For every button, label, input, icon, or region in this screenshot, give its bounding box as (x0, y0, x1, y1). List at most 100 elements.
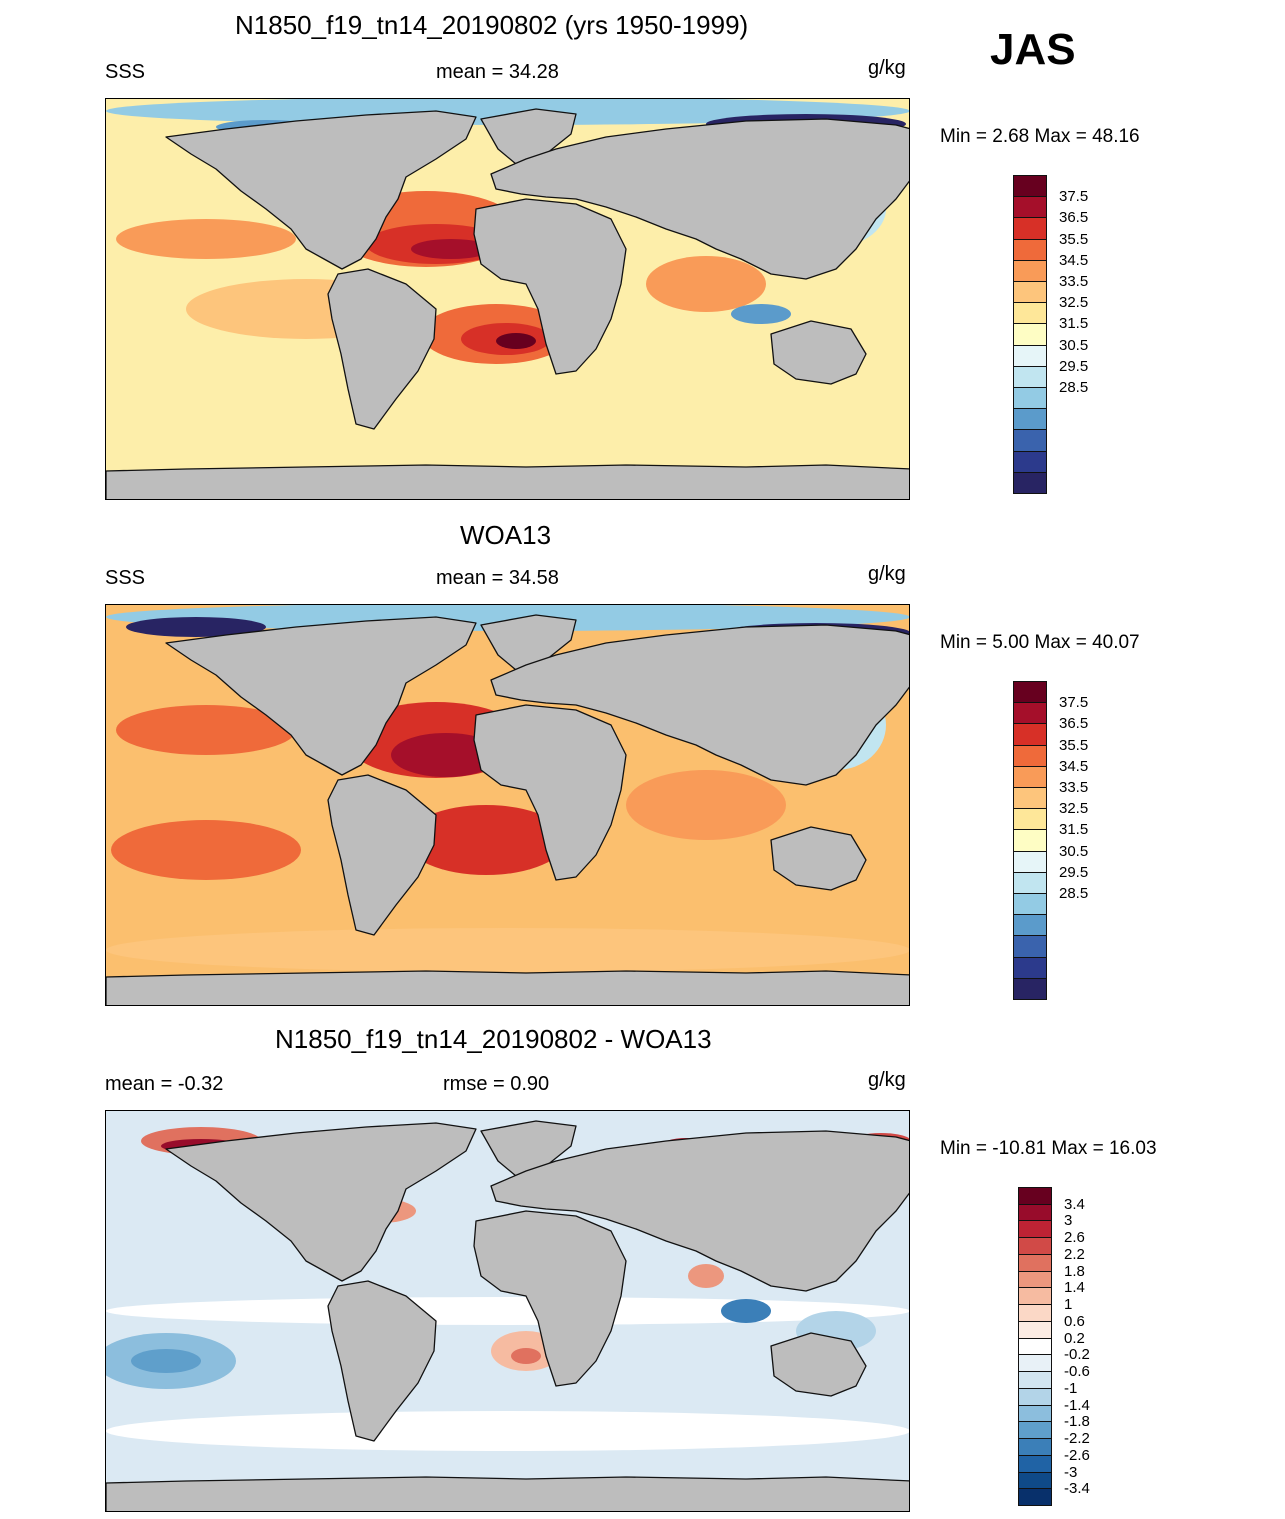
colorbar-label: 29.5 (1059, 863, 1089, 881)
colorbar-label: 1.4 (1064, 1279, 1085, 1297)
colorbar-swatch (1013, 217, 1047, 240)
colorbar-model: 37.5 36.5 35.5 34.5 33.5 32.5 31.5 30.5 29.5 28.5 (1013, 175, 1103, 494)
colorbar-label: 3.4 (1064, 1195, 1085, 1213)
landmass-northAmerica (165, 110, 477, 270)
colorbar-swatch (1013, 238, 1047, 261)
salinity-contour-patch (131, 1349, 201, 1373)
colorbar-swatch (1013, 429, 1047, 452)
landmass-southAmerica (327, 774, 437, 936)
panel-mean-model: mean = 34.28 (436, 61, 559, 83)
colorbar-label: 33.5 (1059, 779, 1089, 796)
colorbar-label: 1.8 (1064, 1262, 1085, 1280)
colorbar-swatch (1013, 935, 1047, 958)
salinity-contour-patch (411, 239, 491, 259)
colorbar-swatch (1018, 1203, 1052, 1222)
colorbar-label: -1.8 (1064, 1413, 1090, 1431)
panel-minmax-obs: Min = 5.00 Max = 40.07 (940, 632, 1140, 653)
landmass-eurasia (490, 118, 909, 280)
colorbar-obs: 37.5 36.5 35.5 34.5 33.5 32.5 31.5 30.5 29.5 28.5 (1013, 681, 1103, 1000)
colorbar-swatch (1013, 871, 1047, 894)
colorbar-swatch (1013, 365, 1047, 388)
colorbar-label: -3 (1064, 1463, 1078, 1481)
landmass-northAmerica (165, 1122, 477, 1282)
colorbar-swatch (1013, 723, 1047, 746)
landmass-greenland (480, 614, 577, 671)
colorbar-swatch (1018, 1237, 1052, 1255)
colorbar-swatch (1013, 787, 1047, 810)
colorbar-swatch (1018, 1371, 1052, 1389)
colorbar-swatch (1013, 808, 1047, 831)
colorbar-swatch (1013, 196, 1047, 219)
panel-mean-diff: mean = -0.32 (105, 1073, 224, 1095)
panel-rmse-diff: rmse = 0.90 (443, 1073, 550, 1095)
colorbar-label: 33.5 (1059, 273, 1089, 290)
landmass-australia (770, 320, 867, 385)
colorbar-label: 29.5 (1059, 357, 1089, 375)
colorbar-swatch (1013, 829, 1047, 852)
landmass-africa (473, 704, 627, 881)
colorbar-label: -2.2 (1064, 1430, 1090, 1448)
colorbar-label: -2.6 (1064, 1446, 1090, 1464)
panel-units-diff: g/kg (868, 1069, 906, 1091)
colorbar-swatch (1018, 1253, 1052, 1272)
salinity-contour-patch (116, 219, 296, 259)
colorbar-label: 36.5 (1059, 209, 1089, 227)
landmass-greenland (480, 1120, 577, 1177)
landmass-antarctica (106, 1476, 909, 1511)
salinity-contour-patch (626, 770, 786, 840)
colorbar-swatch (1018, 1304, 1052, 1322)
colorbar-swatch (1013, 956, 1047, 979)
colorbar-swatch (1013, 681, 1047, 704)
colorbar-label: 35.5 (1059, 230, 1089, 248)
colorbar-label: 30.5 (1059, 336, 1089, 354)
colorbar-label: 3 (1064, 1212, 1073, 1230)
colorbar-label: 2.2 (1064, 1245, 1085, 1263)
colorbar-swatch (1013, 387, 1047, 410)
colorbar-swatch (1018, 1187, 1052, 1205)
landmass-eurasia (490, 1130, 909, 1292)
colorbar-label: 35.5 (1059, 736, 1089, 754)
salinity-contour-patch (496, 333, 536, 349)
panel-units-model: g/kg (868, 57, 906, 79)
map-svg-obs (106, 605, 909, 1005)
colorbar-diff: 3.4 3 2.6 2.2 1.8 1.4 1 0.6 0.2 -0.2 -0.6 -1 -1.4 -1.… (1018, 1187, 1108, 1506)
salinity-contour-patch (406, 805, 566, 875)
colorbar-swatch (1013, 471, 1047, 494)
salinity-contour-patch (511, 1348, 541, 1364)
colorbar-label: 0.2 (1064, 1329, 1085, 1347)
salinity-contour-patch (106, 928, 909, 972)
colorbar-swatch (1018, 1354, 1052, 1373)
colorbar-swatch (1013, 302, 1047, 325)
colorbar-label: 37.5 (1059, 694, 1089, 712)
salinity-contour-patch (116, 705, 296, 755)
colorbar-swatch (1018, 1320, 1052, 1339)
colorbar-label: -1 (1064, 1379, 1078, 1397)
landmass-australia (770, 1332, 867, 1397)
colorbar-swatch (1013, 450, 1047, 473)
colorbar-swatch (1018, 1454, 1052, 1473)
colorbar-label: 31.5 (1059, 821, 1089, 839)
landmass-eurasia (490, 624, 909, 786)
colorbar-label: 34.5 (1059, 757, 1089, 775)
panel-left-label-model: SSS (105, 61, 146, 83)
salinity-contour-patch (731, 304, 791, 324)
salinity-contour-patch (126, 617, 266, 637)
colorbar-swatch (1013, 344, 1047, 367)
colorbar-swatch (1018, 1270, 1052, 1289)
colorbar-label: 0.6 (1064, 1312, 1085, 1330)
colorbar-label: 32.5 (1059, 294, 1089, 312)
colorbar-swatch (1013, 702, 1047, 725)
colorbar-swatch (1013, 765, 1047, 788)
landmass-africa (473, 198, 627, 375)
panel-title-model: N1850_f19_tn14_20190802 (yrs 1950-1999) (235, 10, 749, 40)
landmass-greenland (480, 108, 577, 165)
map-model (105, 98, 910, 500)
map-obs (105, 604, 910, 1006)
season-label: JAS (990, 25, 1076, 74)
map-svg-diff (106, 1111, 909, 1511)
colorbar-swatch (1018, 1220, 1052, 1239)
colorbar-swatch (1013, 323, 1047, 346)
colorbar-swatch (1018, 1337, 1052, 1356)
colorbar-swatch (1018, 1404, 1052, 1423)
panel-units-obs: g/kg (868, 563, 906, 585)
